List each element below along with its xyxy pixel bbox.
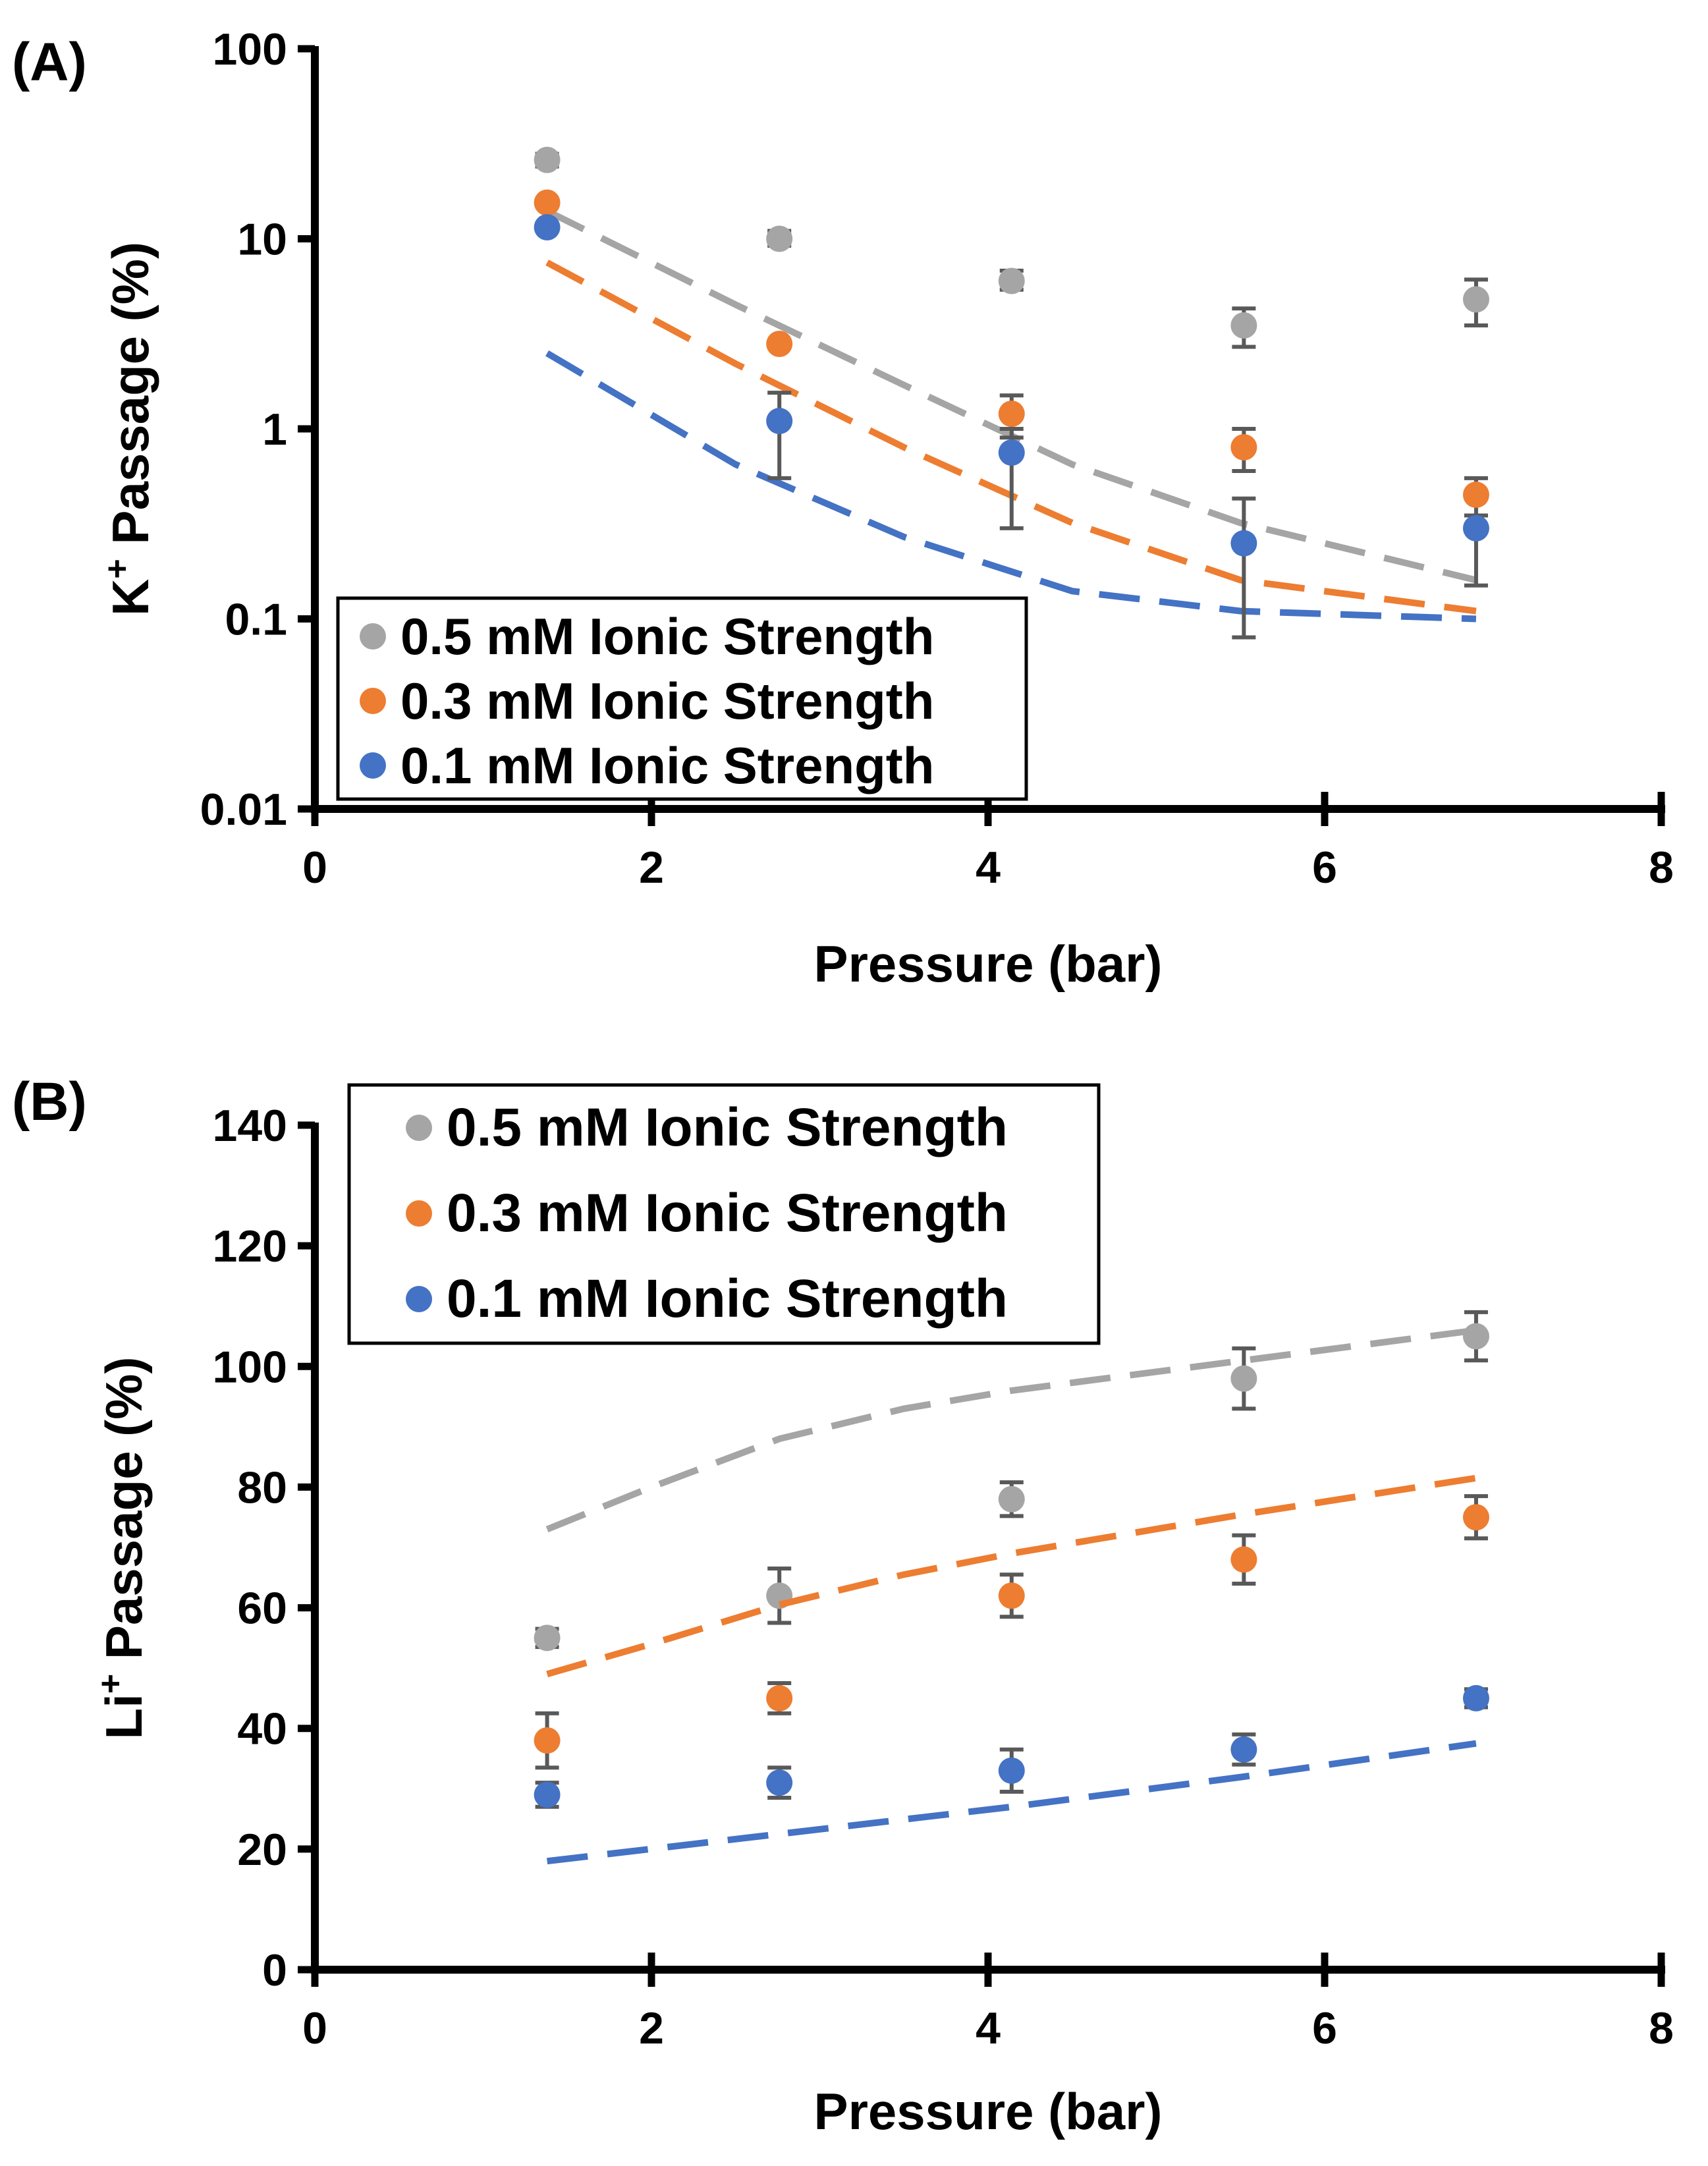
legend: 0.5 mM Ionic Strength 0.3 mM Ionic Streng… <box>336 596 1028 801</box>
panel-label: (A) <box>12 32 87 92</box>
x-tick-label: 8 <box>1649 843 1674 893</box>
series-blue <box>534 213 1489 640</box>
data-point <box>1462 1323 1489 1350</box>
y-axis-label-superscript: + <box>92 1674 130 1694</box>
y-axis-label-main: Li <box>95 1694 153 1739</box>
data-point <box>998 439 1025 466</box>
x-tick-label: 2 <box>639 843 664 893</box>
panel-label: (B) <box>12 1072 87 1132</box>
data-point <box>1462 286 1489 313</box>
legend-label: 0.1 mM Ionic Strength <box>447 1269 1008 1329</box>
y-tick-label: 60 <box>237 1584 287 1634</box>
data-point <box>998 401 1025 428</box>
data-point <box>534 213 561 240</box>
data-point <box>1462 1504 1489 1531</box>
data-point <box>1462 514 1489 542</box>
data-point <box>534 1781 561 1808</box>
model-fit-line <box>545 260 1477 615</box>
x-tick-label: 6 <box>1312 843 1337 893</box>
x-tick-label: 0 <box>302 843 327 893</box>
data-point <box>1462 1684 1489 1711</box>
y-axis-label: K+ Passage (%) <box>98 242 159 616</box>
data-point <box>766 408 793 435</box>
y-axis-label-rest: Passage (%) <box>95 1357 153 1674</box>
y-tick-label: 0.01 <box>200 785 287 835</box>
legend-marker <box>406 1286 432 1312</box>
y-tick-label: 0 <box>262 1945 287 1995</box>
y-axis-label: Li+ Passage (%) <box>92 1357 153 1740</box>
data-point <box>534 189 561 216</box>
legend-marker <box>360 623 386 650</box>
legend-marker <box>360 688 386 714</box>
data-point <box>766 330 793 357</box>
data-point <box>766 1684 793 1711</box>
data-point <box>1230 1736 1257 1763</box>
data-point <box>998 1757 1025 1784</box>
model-fit-line <box>545 1327 1477 1533</box>
data-point <box>1230 530 1257 557</box>
x-tick-label: 0 <box>302 2003 327 2053</box>
y-tick-label: 20 <box>237 1825 287 1875</box>
legend-marker <box>406 1115 432 1141</box>
legend-label: 0.3 mM Ionic Strength <box>400 672 934 730</box>
y-tick-label: 10 <box>237 215 287 265</box>
y-tick-label: 120 <box>213 1221 287 1271</box>
y-axis-label-rest: Passage (%) <box>101 242 159 559</box>
data-point <box>1230 312 1257 339</box>
data-point <box>1462 482 1489 509</box>
data-point <box>766 225 793 252</box>
x-tick-label: 8 <box>1649 2003 1674 2053</box>
legend-label: 0.5 mM Ionic Strength <box>447 1097 1008 1157</box>
data-point <box>1230 1365 1257 1392</box>
x-axis-label: Pressure (bar) <box>814 935 1163 993</box>
data-point <box>534 1727 561 1754</box>
legend: 0.5 mM Ionic Strength 0.3 mM Ionic Streng… <box>347 1083 1101 1345</box>
panel-a: (A) 0.01 0.1 1 10 100 0 2 4 6 8 Pressure (bar) K+ Pa… <box>12 24 1674 993</box>
y-tick-label: 100 <box>213 1342 287 1392</box>
x-tick-label: 4 <box>976 843 1001 893</box>
legend-label: 0.1 mM Ionic Strength <box>400 736 934 794</box>
model-fit-line <box>547 1740 1477 1865</box>
data-point <box>534 146 561 173</box>
data-point <box>1230 1546 1257 1573</box>
legend-box <box>347 1083 1101 1345</box>
x-tick-label: 6 <box>1312 2003 1337 2053</box>
data-point <box>998 1486 1025 1513</box>
data-point <box>998 1582 1025 1609</box>
model-fit-line <box>545 208 1477 584</box>
y-tick-label: 1 <box>262 404 287 455</box>
y-tick-label: 40 <box>237 1704 287 1754</box>
data-point <box>766 1769 793 1796</box>
y-tick-label: 140 <box>213 1101 287 1151</box>
x-axis-label: Pressure (bar) <box>814 2082 1163 2140</box>
y-axis-label-main: K <box>101 579 159 616</box>
series-gray <box>534 1310 1489 1652</box>
legend-marker <box>360 752 386 779</box>
data-point <box>534 1624 561 1652</box>
data-point <box>1230 433 1257 460</box>
legend-marker <box>406 1200 432 1227</box>
x-tick-label: 2 <box>639 2003 664 2053</box>
y-tick-label: 80 <box>237 1462 287 1513</box>
y-tick-label: 100 <box>213 24 287 74</box>
legend-box <box>336 596 1028 801</box>
series-gray <box>534 146 1489 584</box>
series-orange <box>534 1474 1489 1770</box>
x-tick-label: 4 <box>976 2003 1001 2053</box>
panel-b: (B) 0 20 40 60 80 100 120 140 0 2 4 6 8 Pressure (bar)… <box>12 1072 1674 2140</box>
data-point <box>998 267 1025 294</box>
legend-label: 0.3 mM Ionic Strength <box>447 1183 1008 1243</box>
model-fit-line <box>546 1474 1477 1678</box>
series-blue <box>534 1684 1489 1865</box>
model-fit-line <box>545 350 1477 623</box>
legend-label: 0.5 mM Ionic Strength <box>400 607 934 665</box>
y-axis-label-superscript: + <box>98 559 136 578</box>
y-tick-label: 0.1 <box>225 595 287 645</box>
